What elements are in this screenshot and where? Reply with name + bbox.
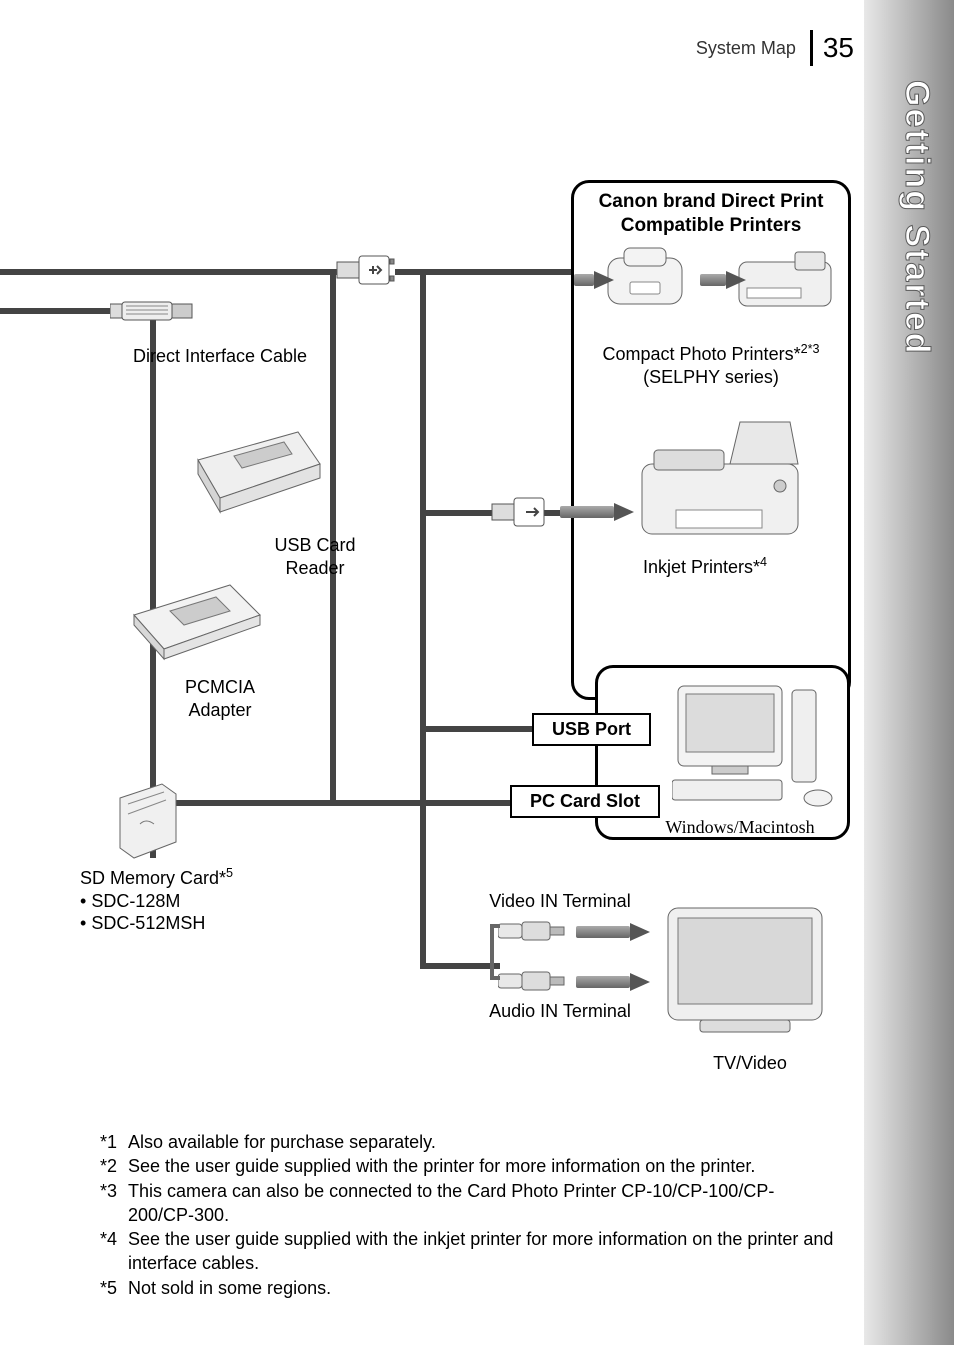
arrow-icon — [630, 923, 650, 941]
arrow-icon — [614, 503, 634, 521]
page-number: 35 — [823, 32, 854, 64]
sd-title: SD Memory Card* — [80, 868, 226, 888]
connector-line — [420, 963, 500, 969]
printers-title: Canon brand Direct Print Compatible Prin… — [580, 190, 842, 238]
inkjet-text: Inkjet Printers* — [643, 557, 760, 577]
usb-reader-l2: Reader — [285, 558, 344, 578]
sd-card-icon — [106, 780, 186, 860]
usb-reader-l1: USB Card — [274, 535, 355, 555]
audio-in-label: Audio IN Terminal — [470, 1000, 650, 1023]
arrow-icon — [594, 271, 614, 289]
connector-line — [0, 269, 350, 275]
header-divider — [810, 30, 813, 66]
computer-icon — [672, 680, 837, 810]
footnote-5: *5 Not sold in some regions. — [100, 1276, 840, 1300]
footnote-4: *4 See the user guide supplied with the … — [100, 1227, 840, 1276]
pc-card-slot-label: PC Card Slot — [510, 785, 660, 818]
fn-marker: *4 — [100, 1227, 128, 1276]
connector-line — [420, 269, 426, 969]
footnote-1: *1 Also available for purchase separatel… — [100, 1130, 840, 1154]
system-map-diagram: Direct Interface Cable Canon brand Direc… — [0, 80, 864, 1120]
arrow-body — [574, 274, 594, 286]
inkjet-printer-icon — [630, 410, 810, 550]
fn-marker: *1 — [100, 1130, 128, 1154]
footnotes: *1 Also available for purchase separatel… — [100, 1130, 840, 1300]
sd-sup: 5 — [226, 866, 233, 880]
usb-card-reader-label: USB Card Reader — [250, 534, 380, 579]
tv-label: TV/Video — [690, 1052, 810, 1075]
sd-card-block: SD Memory Card*5 • SDC-128M • SDC-512MSH — [80, 866, 300, 935]
fn-marker: *5 — [100, 1276, 128, 1300]
arrow-body — [560, 506, 614, 518]
compact-printers-sup: 2*3 — [801, 342, 820, 356]
pcmcia-label: PCMCIA Adapter — [160, 676, 280, 721]
usb-plug-icon — [335, 252, 395, 288]
inkjet-sup: 4 — [760, 555, 767, 569]
fn-marker: *3 — [100, 1179, 128, 1228]
arrow-body — [576, 976, 630, 988]
compact-printers-text: Compact Photo Printers* — [602, 344, 800, 364]
arrow-icon — [630, 973, 650, 991]
arrow-icon — [726, 271, 746, 289]
connector-line — [150, 800, 540, 806]
fn-marker: *2 — [100, 1154, 128, 1178]
footnote-2: *2 See the user guide supplied with the … — [100, 1154, 840, 1178]
arrow-body — [576, 926, 630, 938]
footnote-3: *3 This camera can also be connected to … — [100, 1179, 840, 1228]
interface-cable-icon — [110, 300, 195, 322]
connector-line — [490, 924, 500, 928]
connector-line — [420, 726, 540, 732]
pcmcia-l2: Adapter — [188, 700, 251, 720]
tv-icon — [660, 900, 830, 1040]
inkjet-label: Inkjet Printers*4 — [590, 555, 820, 579]
pcmcia-adapter-icon — [120, 575, 270, 675]
os-label: Windows/Macintosh — [635, 816, 845, 839]
fn-text: This camera can also be connected to the… — [128, 1179, 840, 1228]
connector-line — [490, 976, 500, 980]
usb-plug-icon — [490, 494, 550, 530]
fn-text: See the user guide supplied with the ink… — [128, 1227, 840, 1276]
rca-plug-icon — [498, 968, 568, 994]
fn-text: Also available for purchase separately. — [128, 1130, 436, 1154]
rca-plug-icon — [498, 918, 568, 944]
sidebar-section-label: Getting Started — [897, 80, 936, 356]
page-header: System Map 35 — [696, 30, 854, 66]
header-section: System Map — [696, 38, 796, 59]
sd-model-1: SDC-128M — [91, 891, 180, 911]
direct-interface-cable-label: Direct Interface Cable — [115, 345, 325, 368]
usb-port-label: USB Port — [532, 713, 651, 746]
fn-text: See the user guide supplied with the pri… — [128, 1154, 755, 1178]
fn-text: Not sold in some regions. — [128, 1276, 331, 1300]
compact-printer-icon — [735, 248, 835, 314]
compact-printers-label: Compact Photo Printers*2*3 (SELPHY serie… — [571, 342, 851, 388]
usb-card-reader-icon — [180, 420, 330, 520]
arrow-body — [700, 274, 726, 286]
selphy-text: (SELPHY series) — [643, 367, 779, 387]
video-in-label: Video IN Terminal — [470, 890, 650, 913]
sd-model-2: SDC-512MSH — [91, 913, 205, 933]
pcmcia-l1: PCMCIA — [185, 677, 255, 697]
connector-line — [490, 924, 494, 980]
